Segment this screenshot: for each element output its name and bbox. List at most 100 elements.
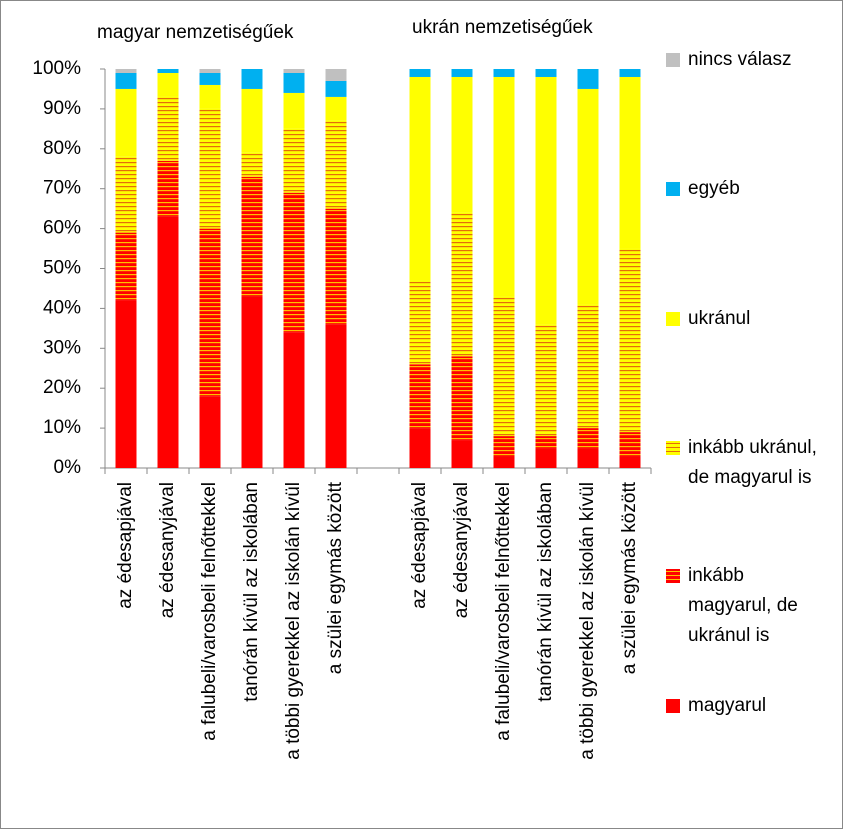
bar-segment <box>619 76 641 249</box>
legend-label: inkább ukránul, de magyarul is <box>688 437 817 488</box>
bar-segment <box>451 76 473 213</box>
bar-segment <box>199 84 221 109</box>
bar-segment <box>241 69 263 89</box>
group-label: ukrán nemzetiségűek <box>412 17 593 38</box>
legend-label: inkább magyarul, de ukránul is <box>688 565 798 646</box>
legend-swatch <box>666 53 680 67</box>
x-tick-label: az édesanyjával <box>157 482 178 618</box>
legend-label: nincs válasz <box>688 49 792 70</box>
bar-segment <box>325 324 347 468</box>
y-tick-label: 80% <box>43 138 81 159</box>
x-tick-label: az édesapjával <box>115 482 136 609</box>
x-tick-label: az édesapjával <box>409 482 430 609</box>
bar-segment <box>409 280 431 365</box>
bar-segment <box>493 456 515 468</box>
bar-segment <box>115 72 137 89</box>
bar-segment <box>409 428 431 468</box>
legend-entry: egyéb <box>666 174 828 204</box>
bar-segment <box>577 304 599 429</box>
bar-segment <box>535 69 557 77</box>
x-tick-label: a többi gyerekkel az iskolán kívül <box>577 482 598 760</box>
bar-segment <box>493 76 515 297</box>
y-tick-label: 100% <box>32 58 81 79</box>
bar-segment <box>451 440 473 468</box>
bar-segment <box>409 76 431 281</box>
bar-segment <box>577 88 599 305</box>
group-label: magyar nemzetiségűek <box>97 22 294 43</box>
y-tick-label: 70% <box>43 178 81 199</box>
bar-segment <box>325 120 347 209</box>
bar-segment <box>115 300 137 468</box>
bar-segment <box>325 69 347 81</box>
bar-segment <box>493 436 515 457</box>
legend-swatch <box>666 182 680 196</box>
legend-swatch <box>666 441 680 455</box>
y-tick-label: 10% <box>43 417 81 438</box>
bar-segment <box>493 69 515 77</box>
bar-segment <box>115 69 137 73</box>
bar-segment <box>283 332 305 468</box>
legend-label: egyéb <box>688 178 740 199</box>
bar-segment <box>283 192 305 333</box>
legend-label: magyarul <box>688 695 767 716</box>
bar-segment <box>157 216 179 468</box>
bar-segment <box>283 92 305 129</box>
y-tick-label: 50% <box>43 258 81 279</box>
bar-segment <box>115 156 137 233</box>
bar-segment <box>199 69 221 73</box>
bar-segment <box>199 228 221 397</box>
bar-segment <box>577 428 599 449</box>
y-tick-label: 40% <box>43 297 81 318</box>
x-tick-label: a falubeli/varosbeli felnőttekkel <box>493 482 514 741</box>
legend-swatch <box>666 312 680 326</box>
bar-segment <box>493 296 515 437</box>
bar-segment <box>535 76 557 325</box>
y-tick-label: 60% <box>43 218 81 239</box>
x-tick-label: a falubeli/varosbeli felnőttekkel <box>199 482 220 741</box>
bar-segment <box>199 396 221 468</box>
bar-segment <box>283 69 305 73</box>
legend-entry: magyarul <box>666 691 828 721</box>
bar-segment <box>283 72 305 93</box>
x-tick-label: a szülei egymás között <box>619 481 640 674</box>
legend-entry: nincs válasz <box>666 45 828 75</box>
bar-segment <box>409 69 431 77</box>
bar-segment <box>115 88 137 157</box>
bar-segment <box>325 80 347 97</box>
y-tick-label: 20% <box>43 377 81 398</box>
bar-segment <box>241 152 263 177</box>
legend-swatch <box>666 569 680 583</box>
bar-segment <box>241 296 263 468</box>
y-tick-label: 30% <box>43 337 81 358</box>
legend-swatch <box>666 699 680 713</box>
bar-segment <box>409 364 431 429</box>
bar-segment <box>157 69 179 73</box>
legend-entry: inkább magyarul, de ukránul is <box>666 561 828 651</box>
y-tick-label: 0% <box>54 457 82 478</box>
bar-segment <box>199 72 221 85</box>
bar-segment <box>577 448 599 468</box>
bar-segment <box>535 436 557 449</box>
bar-segment <box>451 212 473 357</box>
legend-entry: inkább ukránul, de magyarul is <box>666 433 828 493</box>
bar-segment <box>199 108 221 229</box>
bar-segment <box>115 232 137 301</box>
legend-entry: ukránul <box>666 304 828 334</box>
y-tick-label: 90% <box>43 98 81 119</box>
bar-segment <box>241 176 263 297</box>
legend-label: ukránul <box>688 308 751 329</box>
bar-segment <box>535 448 557 468</box>
bar-segment <box>451 356 473 441</box>
x-tick-label: a többi gyerekkel az iskolán kívül <box>283 482 304 760</box>
bar-segment <box>619 248 641 433</box>
bar-segment <box>325 96 347 121</box>
bar-segment <box>619 456 641 468</box>
bar-segment <box>451 69 473 77</box>
bar-segment <box>283 128 305 193</box>
bar-segment <box>157 96 179 161</box>
x-tick-label: a szülei egymás között <box>325 481 346 674</box>
x-tick-label: az édesanyjával <box>451 482 472 618</box>
bar-segment <box>535 324 557 437</box>
